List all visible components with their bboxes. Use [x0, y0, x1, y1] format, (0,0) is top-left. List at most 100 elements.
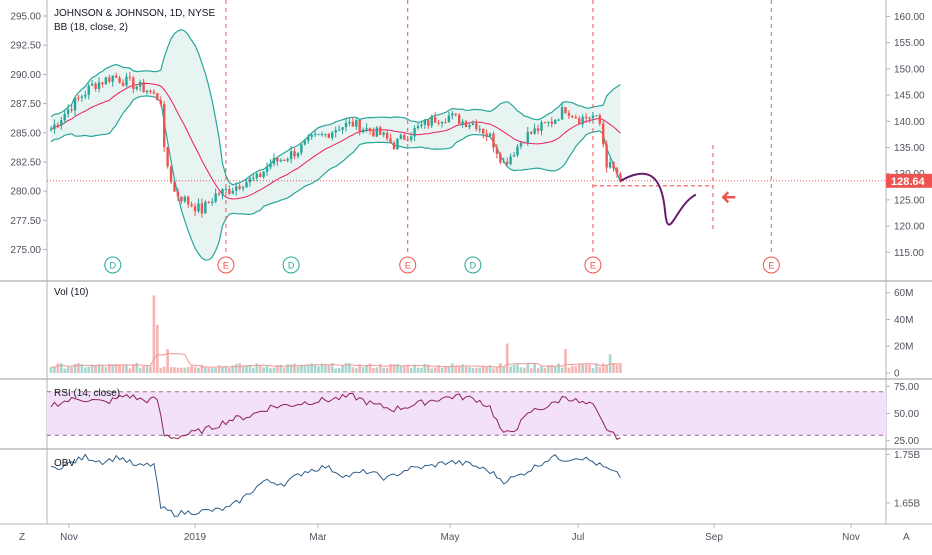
candle-body	[331, 132, 334, 138]
volume-bar	[183, 367, 187, 373]
volume-bar	[73, 363, 77, 373]
volume-bar	[601, 363, 605, 373]
volume-bar	[536, 368, 540, 373]
volume-bar	[128, 368, 132, 373]
candle-body	[447, 115, 451, 123]
candle-body	[279, 159, 283, 162]
volume-bar	[361, 367, 365, 373]
candle-body	[49, 129, 53, 131]
volume-bar	[293, 363, 296, 373]
candle-body	[173, 182, 176, 192]
volume-bar	[574, 366, 578, 373]
time-axis-label: Nov	[842, 532, 860, 543]
candle-body	[368, 128, 372, 132]
candle-body	[468, 125, 471, 128]
candle-body	[430, 116, 433, 126]
candle-body	[66, 109, 70, 115]
volume-bar	[59, 363, 63, 373]
candle-body	[293, 151, 296, 157]
candle-body	[108, 77, 111, 82]
price-axis-label: 140.00	[894, 117, 925, 128]
candle-body	[255, 173, 258, 179]
earnings-marker-label: E	[768, 261, 774, 271]
volume-bar	[272, 367, 276, 373]
candle-body	[145, 90, 149, 93]
candle-body	[550, 121, 553, 124]
volume-bar	[495, 367, 499, 373]
volume-bar	[217, 365, 221, 373]
price-axis-label: 155.00	[894, 38, 925, 49]
candle-body	[403, 135, 406, 140]
volume-bar	[529, 368, 533, 373]
volume-bar	[475, 367, 478, 373]
last-price-label-bg	[886, 173, 932, 188]
obv-axis-label: 1.75B	[894, 450, 920, 461]
bollinger-lower-line	[50, 95, 621, 261]
candle-body	[77, 97, 80, 99]
candle-body	[245, 182, 248, 188]
volume-bar	[368, 363, 372, 373]
volume-bar	[142, 365, 145, 373]
candle-body	[605, 144, 608, 168]
volume-bar	[378, 364, 382, 373]
candle-body	[327, 133, 331, 138]
candle-body	[608, 162, 612, 168]
left-axis-label: 275.00	[10, 245, 41, 256]
volume-bar	[526, 363, 530, 373]
candle-body	[176, 191, 180, 197]
candle-body	[619, 173, 622, 181]
candle-body	[612, 162, 615, 169]
volume-bar	[457, 365, 461, 373]
volume-bar	[543, 367, 547, 373]
candle-body	[324, 133, 327, 135]
volume-bar	[402, 365, 406, 373]
volume-bar	[354, 368, 358, 373]
volume-bar	[276, 365, 279, 373]
candle-body	[94, 83, 97, 89]
candle-body	[259, 173, 262, 178]
price-axis-label: 145.00	[894, 91, 925, 102]
volume-bar	[416, 367, 420, 373]
volume-bar	[255, 363, 259, 373]
auto-scale-button[interactable]: A	[903, 532, 910, 543]
dividend-marker	[464, 256, 482, 274]
candle-body	[433, 116, 437, 123]
volume-bar	[564, 348, 567, 373]
left-axis-label: 292.50	[10, 41, 41, 52]
volume-bar	[80, 364, 84, 373]
log-scale-button[interactable]: Z	[19, 532, 26, 543]
candle-body	[180, 196, 183, 202]
volume-bar	[454, 365, 458, 373]
volume-bar	[162, 366, 166, 373]
volume-bar	[344, 363, 348, 373]
candle-body	[248, 178, 252, 183]
candle-body	[187, 196, 190, 205]
candle-body	[440, 122, 444, 124]
volume-bar	[135, 363, 139, 373]
candle-body	[142, 81, 145, 93]
volume-ma-line	[50, 352, 621, 368]
volume-bar	[300, 364, 303, 373]
candle-body	[427, 120, 430, 126]
left-axis-label: 287.50	[10, 99, 41, 110]
candle-body	[382, 132, 385, 135]
earnings-marker	[584, 256, 602, 274]
projection-curve	[619, 172, 697, 226]
candle-body	[519, 142, 523, 147]
volume-bar	[567, 367, 571, 373]
volume-bar	[204, 367, 207, 373]
volume-bar	[166, 348, 169, 373]
volume-bar	[265, 365, 269, 373]
volume-bar	[53, 366, 56, 373]
candle-body	[399, 135, 403, 139]
volume-bar	[111, 364, 115, 373]
candle-body	[276, 157, 279, 162]
volume-bar	[440, 367, 444, 373]
candle-body	[125, 76, 128, 86]
candle-body	[289, 151, 293, 160]
volume-bar	[286, 364, 289, 373]
rsi-line	[50, 392, 621, 441]
candle-body	[602, 123, 605, 145]
